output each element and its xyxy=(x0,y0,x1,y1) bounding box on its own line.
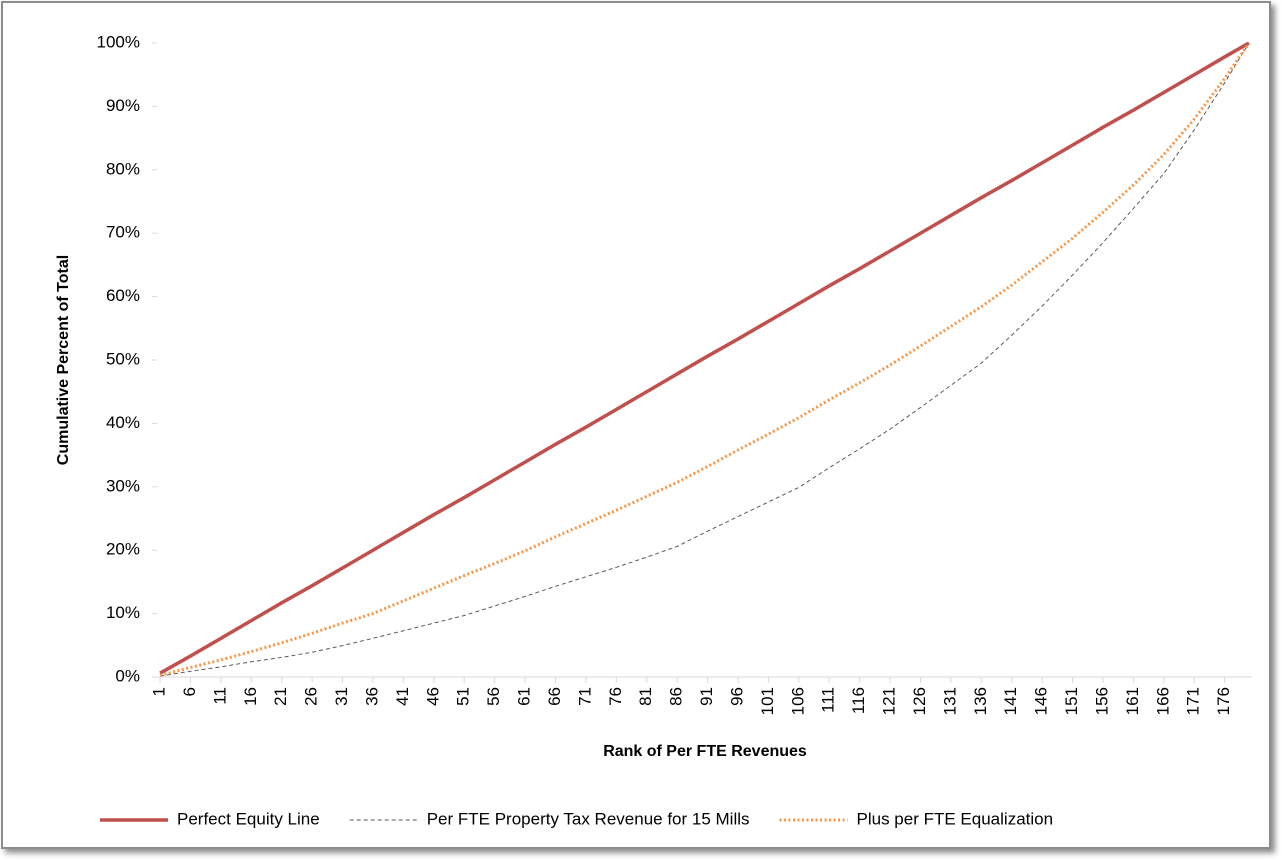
x-tick-label: 71 xyxy=(575,687,594,706)
x-tick-label: 86 xyxy=(667,687,686,706)
x-tick-label: 61 xyxy=(515,687,534,706)
y-tick-label: 70% xyxy=(106,223,140,242)
x-tick-label: 21 xyxy=(271,687,290,706)
x-tick-label: 46 xyxy=(423,687,442,706)
x-tick-label: 131 xyxy=(940,687,959,715)
x-tick-label: 106 xyxy=(788,687,807,715)
x-tick-label: 11 xyxy=(210,687,229,705)
y-tick-label: 80% xyxy=(106,159,140,178)
y-tick-label: 30% xyxy=(106,476,140,495)
x-tick-label: 31 xyxy=(332,687,351,706)
x-tick-label: 151 xyxy=(1062,687,1081,715)
series-line xyxy=(159,41,1250,675)
x-tick-label: 101 xyxy=(758,687,777,715)
y-tick-label: 10% xyxy=(106,603,140,622)
legend-label: Plus per FTE Equalization xyxy=(857,809,1054,828)
y-tick-label: 20% xyxy=(106,540,140,559)
y-tick-label: 50% xyxy=(106,349,140,368)
y-tick-label: 100% xyxy=(97,32,140,51)
x-axis-title: Rank of Per FTE Revenues xyxy=(603,743,807,760)
y-tick-label: 60% xyxy=(106,286,140,305)
series-line xyxy=(159,42,1251,677)
x-tick-label: 116 xyxy=(849,687,868,714)
x-tick-label: 51 xyxy=(454,687,473,706)
y-tick-label: 90% xyxy=(106,96,140,115)
x-tick-label: 6 xyxy=(180,687,199,696)
x-tick-label: 91 xyxy=(697,687,716,706)
legend-label: Perfect Equity Line xyxy=(177,809,320,828)
x-tick-label: 161 xyxy=(1123,687,1142,715)
x-tick-label: 156 xyxy=(1092,687,1111,715)
x-tick-label: 141 xyxy=(1001,687,1020,715)
legend-label: Per FTE Property Tax Revenue for 15 Mill… xyxy=(427,809,750,828)
x-tick-label: 16 xyxy=(241,687,260,706)
x-tick-label: 96 xyxy=(727,687,746,706)
x-tick-label: 56 xyxy=(484,687,503,706)
y-axis-title: Cumulative Percent of Total xyxy=(55,255,72,465)
x-tick-label: 136 xyxy=(971,687,990,715)
x-tick-label: 146 xyxy=(1032,687,1051,715)
x-tick-label: 166 xyxy=(1153,687,1172,715)
x-tick-label: 121 xyxy=(880,687,899,715)
y-tick-label: 40% xyxy=(106,413,140,432)
x-tick-label: 1 xyxy=(150,687,169,696)
x-tick-label: 126 xyxy=(910,687,929,715)
x-tick-label: 26 xyxy=(302,687,321,706)
x-tick-label: 176 xyxy=(1214,687,1233,715)
x-tick-label: 171 xyxy=(1184,687,1203,715)
x-tick-label: 111 xyxy=(819,687,838,713)
x-tick-label: 66 xyxy=(545,687,564,706)
y-tick-label: 0% xyxy=(115,666,140,685)
chart-frame xyxy=(1,1,1271,849)
series-line xyxy=(159,42,1250,677)
x-tick-label: 76 xyxy=(606,687,625,706)
x-tick-label: 41 xyxy=(393,687,412,706)
x-tick-label: 36 xyxy=(362,687,381,706)
x-tick-label: 81 xyxy=(636,687,655,706)
